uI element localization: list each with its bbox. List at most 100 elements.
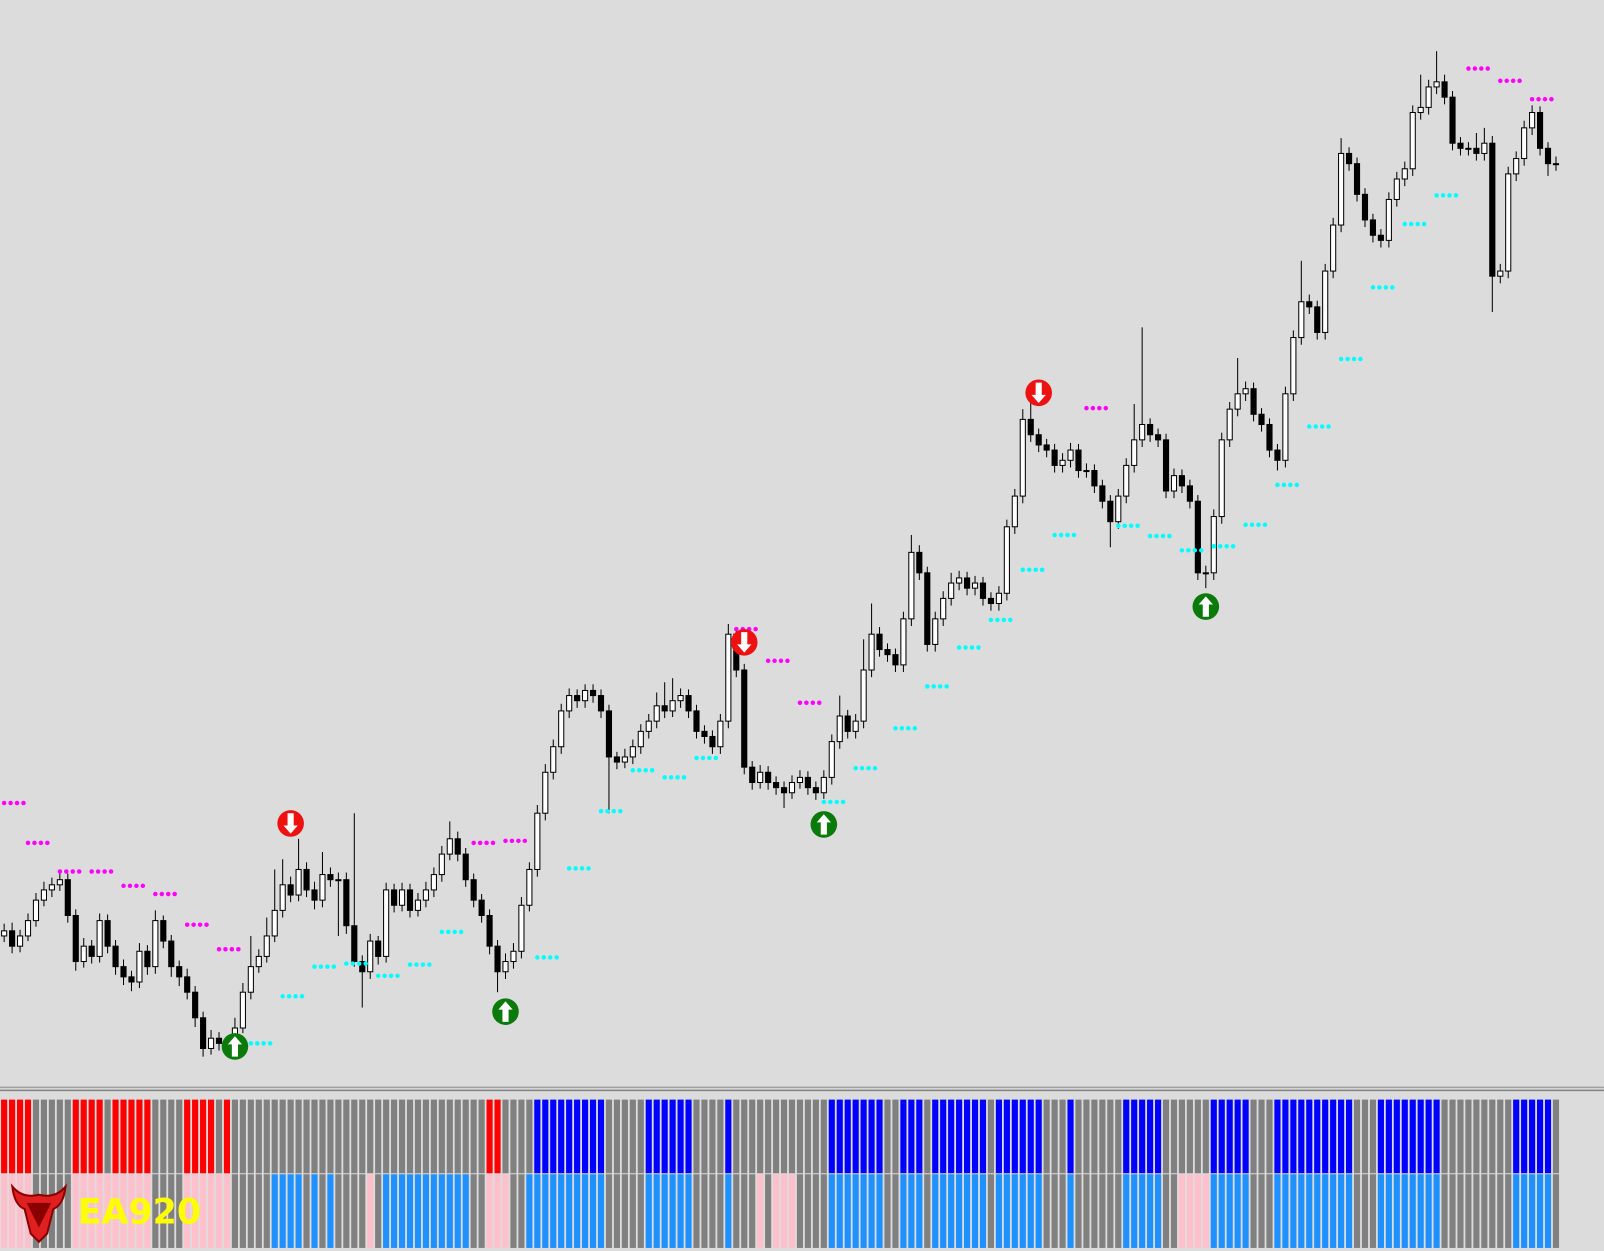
candle-body <box>820 776 827 794</box>
indicator-bar <box>1290 1099 1297 1174</box>
indicator-bar <box>1314 1099 1321 1174</box>
candle-body <box>343 879 350 927</box>
support-level <box>853 765 878 771</box>
candle-body <box>940 597 947 620</box>
candle-body <box>1123 464 1130 497</box>
indicator-bar <box>311 1099 318 1174</box>
candle-body <box>1218 439 1225 518</box>
indicator-bar <box>168 1099 175 1174</box>
resistance-dot <box>1510 78 1516 84</box>
resistance-dot <box>1529 96 1535 102</box>
support-dot <box>579 866 585 871</box>
indicator-bar <box>979 1174 987 1248</box>
indicator-bar <box>207 1174 215 1248</box>
indicator-bar <box>1234 1174 1241 1248</box>
resistance-dot <box>778 658 784 664</box>
indicator-bar <box>844 1099 851 1174</box>
candle-body <box>80 945 87 963</box>
resistance-dot <box>516 838 521 844</box>
indicator-bar <box>367 1099 374 1174</box>
candle-body <box>279 884 286 911</box>
support-dot <box>267 1041 273 1046</box>
indicator-bar <box>1210 1174 1217 1248</box>
candle-body <box>884 649 891 656</box>
support-dot <box>1275 482 1280 488</box>
indicator-bar <box>1298 1099 1305 1174</box>
indicator-bar <box>335 1099 342 1174</box>
indicator-bar <box>1003 1174 1010 1248</box>
indicator-bar <box>558 1099 565 1174</box>
candle-body <box>876 633 883 651</box>
indicator-bar <box>621 1174 628 1248</box>
indicator-bar <box>661 1099 668 1174</box>
candle-body <box>693 710 700 732</box>
indicator-bar <box>398 1174 406 1248</box>
indicator-bar <box>812 1099 819 1174</box>
indicator-bar <box>844 1174 851 1248</box>
indicator-bar <box>239 1099 246 1174</box>
support-level <box>988 617 1013 623</box>
indicator-bar <box>1306 1174 1313 1248</box>
support-level <box>344 961 368 966</box>
indicator-bar <box>868 1174 875 1248</box>
resistance-dot <box>1479 66 1484 71</box>
candle-body <box>741 669 748 768</box>
indicator-bar <box>884 1099 891 1174</box>
candle-body <box>637 730 644 748</box>
resistance-dot <box>204 922 209 927</box>
support-dot <box>1160 533 1166 539</box>
support-dot <box>605 808 610 814</box>
indicator-bar <box>1369 1099 1377 1174</box>
indicator-bar <box>1385 1174 1392 1248</box>
indicator-bar <box>661 1174 668 1248</box>
indicator-bar <box>1123 1099 1130 1174</box>
resistance-dot <box>804 700 809 705</box>
candle-body <box>64 879 71 917</box>
candle-body <box>645 720 652 732</box>
indicator-bar <box>645 1099 652 1174</box>
candle-body <box>971 582 979 589</box>
indicator-bar <box>1218 1174 1225 1248</box>
candle-body <box>900 618 907 666</box>
support-dot <box>995 617 1000 623</box>
resistance-dot <box>191 922 196 927</box>
support-dot <box>1039 567 1045 573</box>
support-dot <box>1383 285 1389 290</box>
resistance-dot <box>509 838 515 844</box>
indicator-bar <box>502 1174 509 1248</box>
support-dot <box>840 799 846 805</box>
support-dot <box>1186 548 1191 553</box>
support-dot <box>1154 533 1159 539</box>
indicator-bar <box>88 1099 95 1174</box>
candle-body <box>1035 434 1042 446</box>
indicator-bar <box>112 1099 119 1174</box>
indicator-bar <box>725 1174 732 1248</box>
indicator-bar <box>176 1174 183 1248</box>
resistance-dot <box>76 869 82 874</box>
candle-body <box>207 1037 215 1049</box>
support-dot <box>1020 567 1026 573</box>
support-level <box>925 684 949 689</box>
support-dot <box>1052 532 1057 538</box>
indicator-bar <box>613 1099 620 1174</box>
indicator-bar <box>287 1099 294 1174</box>
indicator-bar <box>16 1099 24 1174</box>
candle-body <box>956 577 963 584</box>
indicator-bar <box>1274 1099 1281 1174</box>
candle-body <box>303 868 310 891</box>
candle-body <box>1170 475 1178 492</box>
indicator-bar <box>629 1099 636 1174</box>
support-dot <box>1243 522 1248 527</box>
indicator-bar <box>1242 1174 1249 1248</box>
indicator-bar <box>494 1174 501 1248</box>
resistance-dot <box>140 883 146 889</box>
candle-body <box>685 695 692 712</box>
indicator-bar <box>836 1099 843 1174</box>
indicator-bar <box>136 1174 143 1248</box>
logo-text: EA920 <box>78 1192 201 1232</box>
support-dot <box>1351 356 1357 362</box>
resistance-dot <box>184 922 190 927</box>
indicator-bar <box>56 1099 63 1174</box>
support-level <box>1275 482 1300 488</box>
